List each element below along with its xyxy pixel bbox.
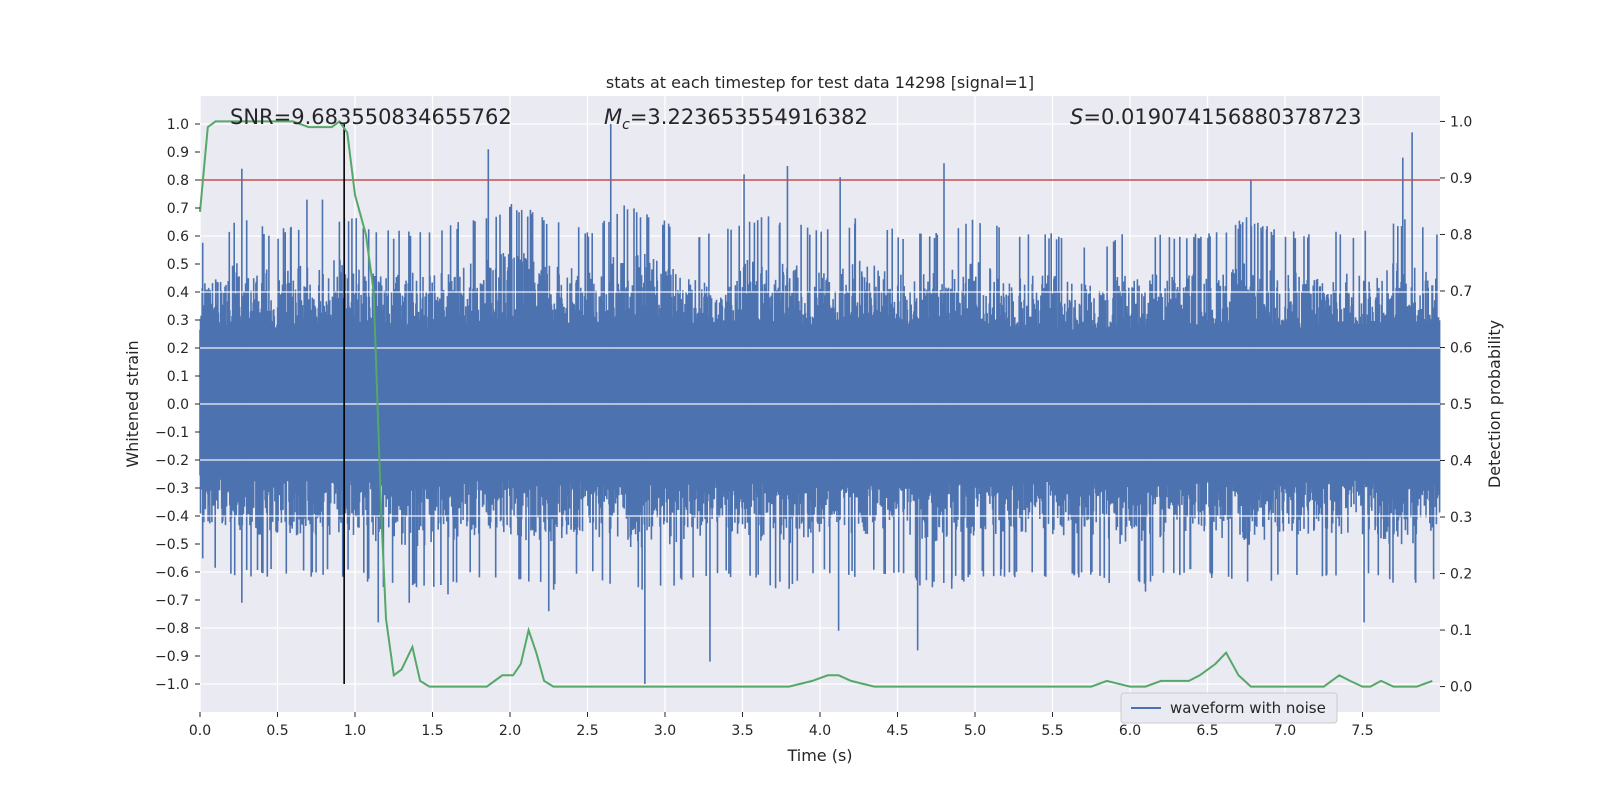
probability-line <box>199 119 1433 688</box>
chirp-mass-subscript: c <box>622 117 630 133</box>
x-tick-label: 6.5 <box>1196 723 1218 739</box>
y-tick-label: 0.7 <box>167 201 189 217</box>
y-tick-label: 0.6 <box>167 229 189 245</box>
y-tick-label: −0.1 <box>155 425 189 441</box>
y-tick-label: −1.0 <box>155 677 189 693</box>
x-tick-label: 4.5 <box>886 723 908 739</box>
y-tick-label: 0.3 <box>167 313 189 329</box>
y-axis-label: Whitened strain <box>123 340 142 467</box>
y-tick-label: −0.6 <box>155 565 189 581</box>
waveform-series <box>199 124 1441 684</box>
y-tick-label: −0.5 <box>155 537 189 553</box>
y-axis-ticks: 1.0 0.9 0.8 0.7 0.6 0.5 0.4 0.3 0.2 0.1 0.0 −0.1 −0.… <box>155 117 200 693</box>
y-tick-label: 0.8 <box>167 173 189 189</box>
y-tick-label: 0.0 <box>167 397 189 413</box>
x-tick-label: 2.0 <box>499 723 521 739</box>
x-tick-label: 1.0 <box>344 723 366 739</box>
legend: waveform with noise <box>1120 692 1338 724</box>
y2-tick-label: 0.1 <box>1450 623 1472 639</box>
chirp-mass-annotation: Mc=3.223653554916382 <box>604 105 868 133</box>
y2-tick-label: 0.0 <box>1450 680 1472 696</box>
x-tick-label: 5.0 <box>964 723 986 739</box>
y-tick-label: 0.1 <box>167 369 189 385</box>
x-tick-label: 0.5 <box>266 723 288 739</box>
x-tick-label: 4.0 <box>809 723 831 739</box>
y2-tick-label: 0.3 <box>1450 510 1472 526</box>
y2-tick-label: 0.4 <box>1450 454 1472 470</box>
x-tick-label: 1.5 <box>421 723 443 739</box>
x-tick-label: 5.5 <box>1041 723 1063 739</box>
y-tick-label: 0.4 <box>167 285 189 301</box>
chart-title: stats at each timestep for test data 142… <box>606 73 1034 92</box>
y-tick-label: 0.5 <box>167 257 189 273</box>
y-tick-label: −0.9 <box>155 649 189 665</box>
snr-annotation: SNR=9.683550834655762 <box>230 105 512 129</box>
y-tick-label: −0.4 <box>155 509 189 525</box>
x-tick-label: 6.0 <box>1119 723 1141 739</box>
y2-axis-ticks: 1.0 0.9 0.8 0.7 0.6 0.5 0.4 0.3 0.2 0.1 0.0 <box>1440 114 1472 696</box>
y2-tick-label: 0.7 <box>1450 284 1472 300</box>
chirp-mass-value: =3.223653554916382 <box>630 105 868 129</box>
y2-tick-label: 0.5 <box>1450 397 1472 413</box>
y2-tick-label: 0.9 <box>1450 171 1472 187</box>
y2-axis-label: Detection probability <box>1485 320 1504 488</box>
y-tick-label: 1.0 <box>167 117 189 133</box>
y-tick-label: −0.7 <box>155 593 189 609</box>
x-tick-label: 3.0 <box>654 723 676 739</box>
chirp-mass-symbol: M <box>604 105 622 129</box>
probability-series <box>199 119 1433 688</box>
x-axis-ticks: 0.0 0.5 1.0 1.5 2.0 2.5 3.0 3.5 4.0 4.5 5.0 5.5 6.0 6… <box>189 712 1374 739</box>
y-tick-label: 0.2 <box>167 341 189 357</box>
x-tick-label: 2.5 <box>576 723 598 739</box>
s-value: =0.019074156880378723 <box>1083 105 1361 129</box>
x-axis-label: Time (s) <box>786 746 852 765</box>
legend-label: waveform with noise <box>1170 699 1326 717</box>
x-tick-label: 7.0 <box>1274 723 1296 739</box>
y2-tick-label: 0.2 <box>1450 567 1472 583</box>
s-annotation: S=0.019074156880378723 <box>1070 105 1361 129</box>
legend-box <box>1120 692 1338 724</box>
s-symbol: S <box>1070 105 1083 129</box>
y-tick-label: −0.2 <box>155 453 189 469</box>
y2-tick-label: 0.8 <box>1450 227 1472 243</box>
x-tick-label: 0.0 <box>189 723 211 739</box>
y2-tick-label: 1.0 <box>1450 114 1472 130</box>
x-tick-label: 7.5 <box>1351 723 1373 739</box>
y2-tick-label: 0.6 <box>1450 340 1472 356</box>
x-tick-label: 3.5 <box>731 723 753 739</box>
y-tick-label: 0.9 <box>167 145 189 161</box>
y-tick-label: −0.3 <box>155 481 189 497</box>
y-tick-label: −0.8 <box>155 621 189 637</box>
